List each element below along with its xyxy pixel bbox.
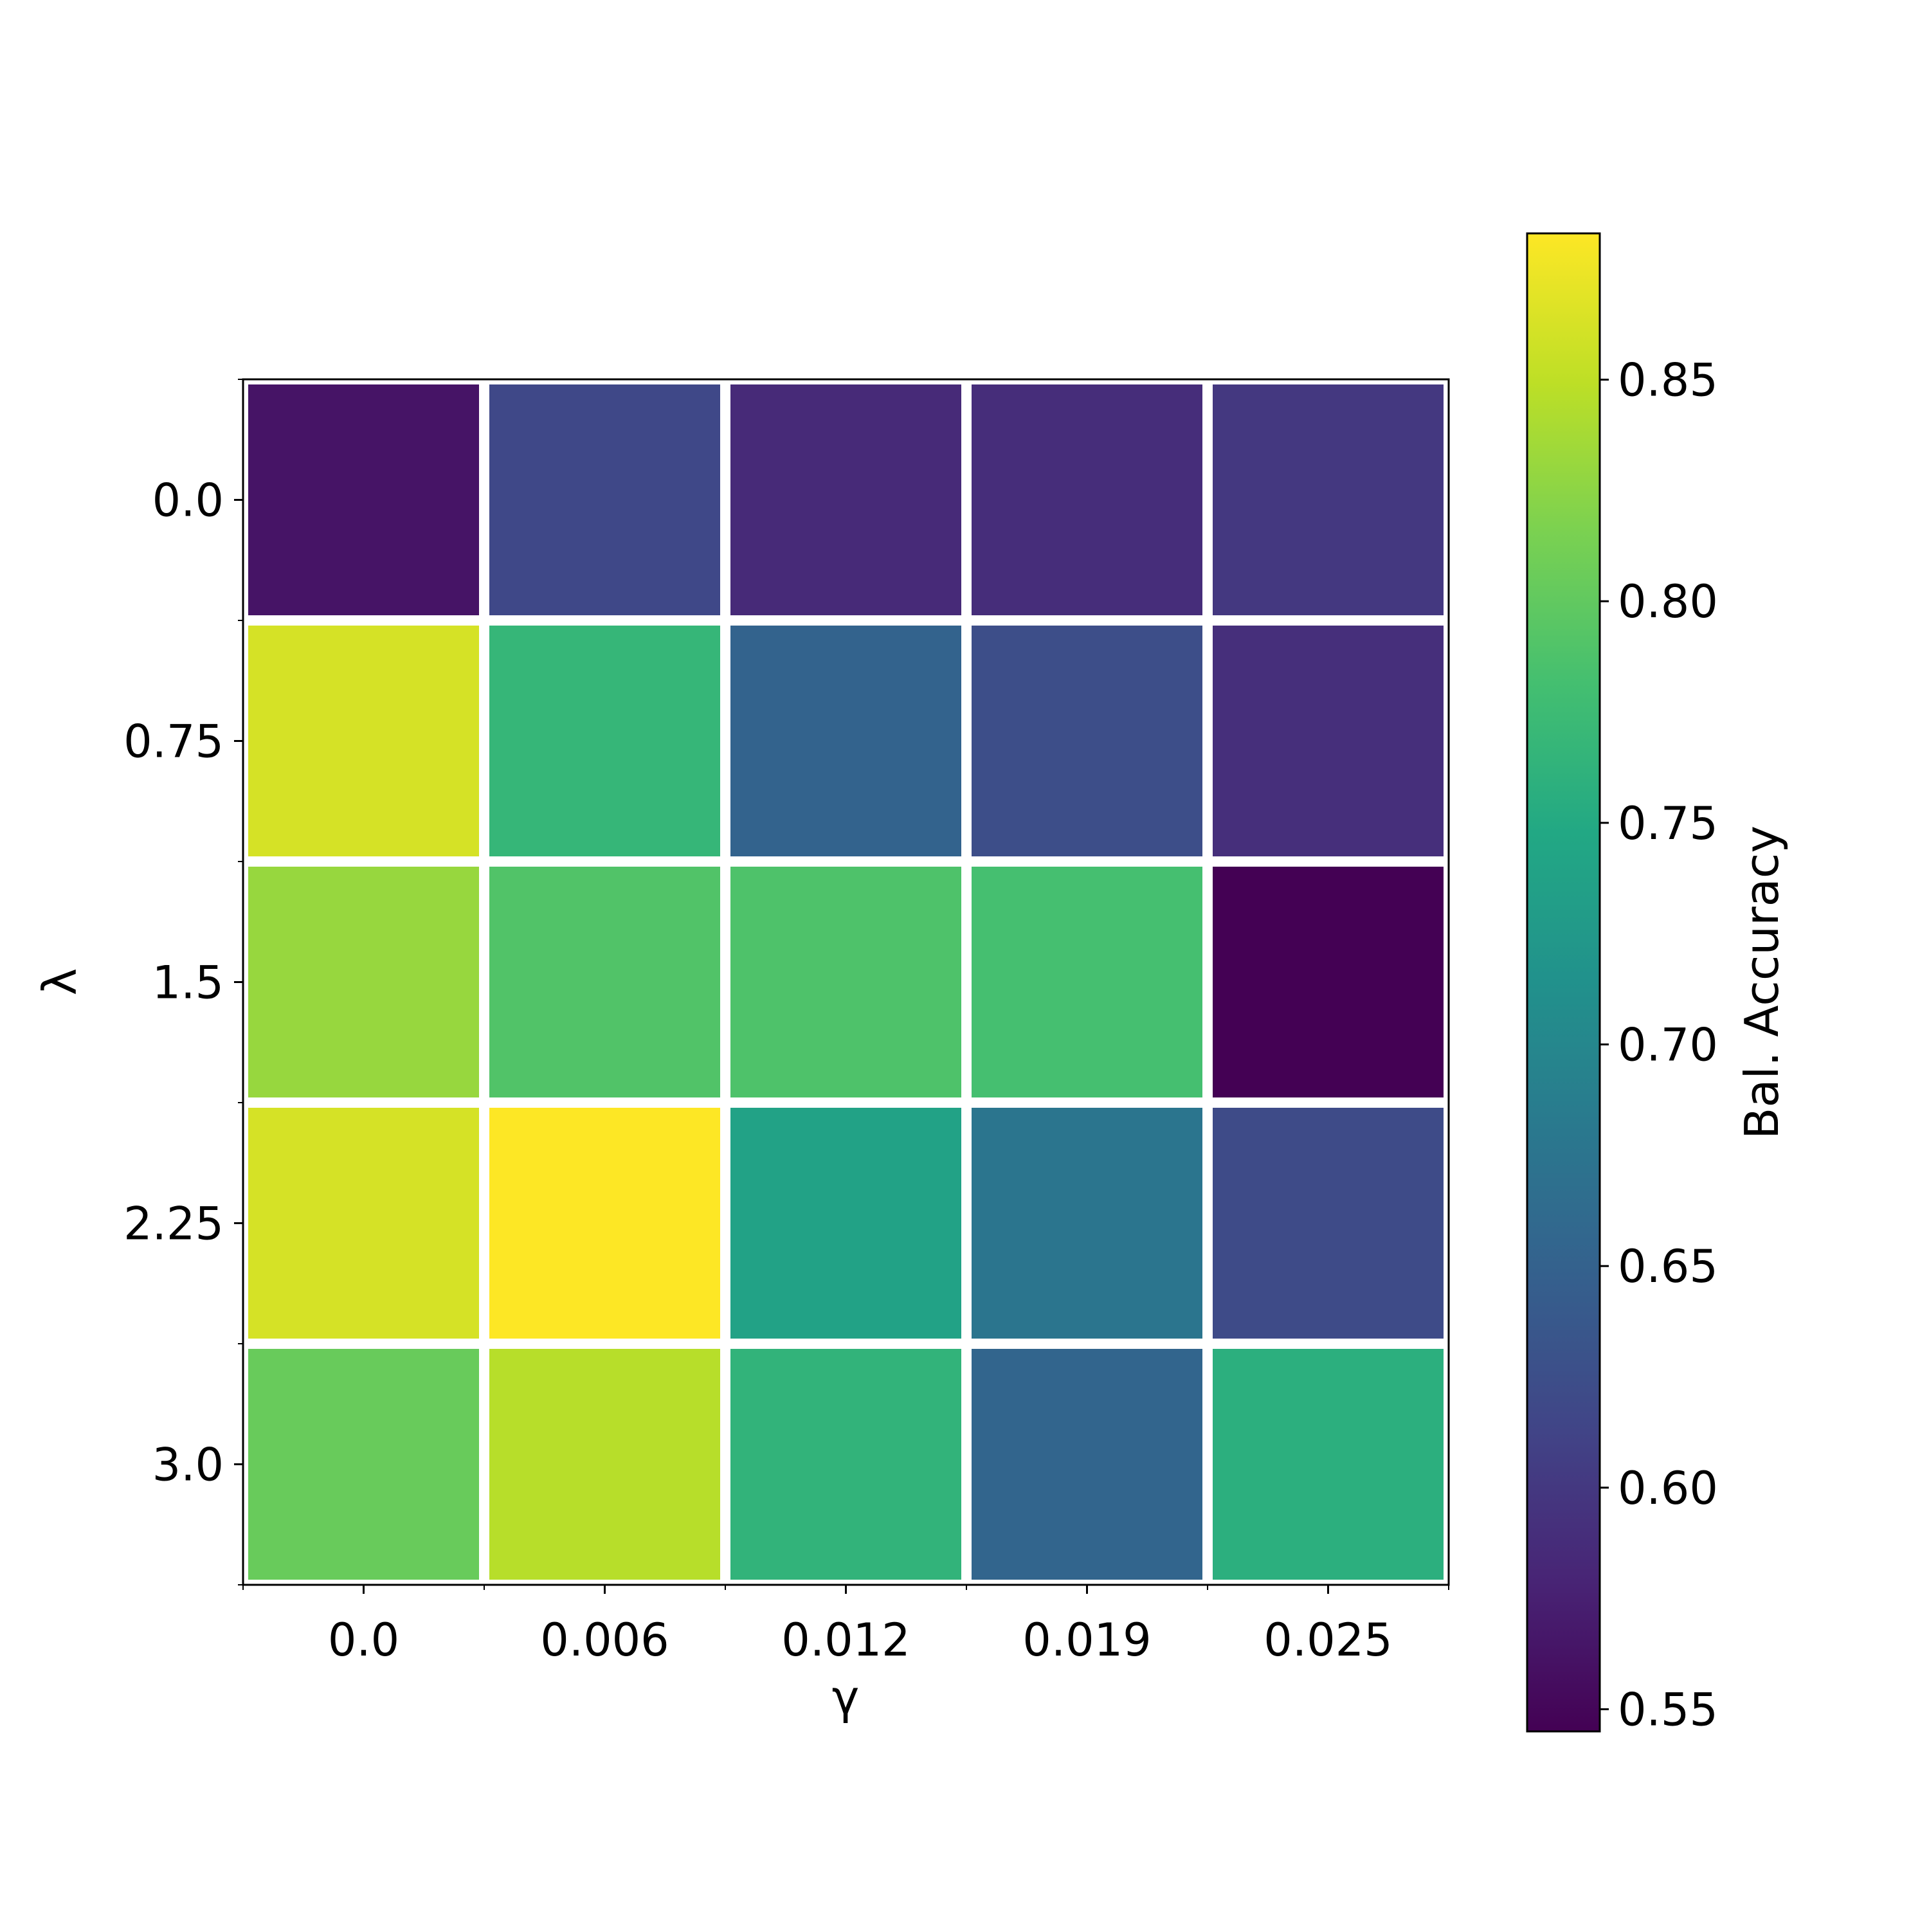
heatmap-cell (720, 856, 972, 1108)
colorbar-tick-label: 0.65 (1618, 1240, 1718, 1293)
y-axis-label: λ (33, 968, 87, 996)
x-tick-label: 0.006 (540, 1614, 669, 1666)
heatmap-cell (1202, 374, 1454, 626)
colorbar-tick-label: 0.85 (1618, 354, 1718, 406)
heatmap-cell (238, 1339, 489, 1590)
y-tick-label: 0.75 (123, 716, 224, 768)
x-tick-label: 0.025 (1263, 1614, 1392, 1666)
heatmap-cell (720, 1097, 972, 1349)
heatmap-cell (720, 1339, 972, 1590)
y-tick-label: 2.25 (123, 1198, 224, 1250)
heatmap-cell (961, 374, 1213, 626)
heatmap-cell (479, 856, 730, 1108)
x-axis: 0.0 0.006 0.012 0.019 0.025 (242, 1585, 1449, 1666)
heatmap-cell (479, 615, 730, 867)
heatmap-cell (479, 1097, 730, 1349)
heatmap-cell (961, 856, 1213, 1108)
heatmap-cell (720, 374, 972, 626)
colorbar (1526, 232, 1601, 1733)
heatmap-cell (1202, 1339, 1454, 1590)
x-axis-label: γ (832, 1670, 860, 1724)
heatmap-cell (961, 615, 1213, 867)
x-tick-label: 0.012 (781, 1614, 910, 1666)
y-tick-label: 1.5 (152, 957, 224, 1009)
heatmap-cells (238, 374, 1454, 1590)
heatmap-cell (1202, 1097, 1454, 1349)
y-tick-label: 3.0 (152, 1439, 224, 1492)
colorbar-tick-label: 0.80 (1618, 575, 1718, 628)
x-tick-label: 0.019 (1022, 1614, 1151, 1666)
heatmap-cell (1202, 615, 1454, 867)
heatmap-cell (1202, 856, 1454, 1108)
y-tick-label: 0.0 (152, 474, 224, 527)
colorbar-axis: 0.55 0.60 0.65 0.70 0.75 0.80 0.85 (1600, 354, 1718, 1737)
colorbar-tick-label: 0.70 (1618, 1019, 1718, 1072)
colorbar-tick-label: 0.55 (1618, 1684, 1718, 1737)
heatmap-cell (479, 374, 730, 626)
heatmap-cell (238, 615, 489, 867)
y-axis: 0.0 0.75 1.5 2.25 3.0 (123, 379, 243, 1585)
heatmap-cell (479, 1339, 730, 1590)
colorbar-tick-label: 0.60 (1618, 1462, 1718, 1515)
heatmap-cell (961, 1339, 1213, 1590)
heatmap-cell (238, 1097, 489, 1349)
colorbar-tick-label: 0.75 (1618, 797, 1718, 850)
heatmap-cell (238, 374, 489, 626)
heatmap-cell (961, 1097, 1213, 1349)
heatmap-cell (720, 615, 972, 867)
colorbar-label: Bal. Accuracy (1735, 826, 1789, 1139)
heatmap-cell (238, 856, 489, 1108)
x-tick-label: 0.0 (328, 1614, 399, 1666)
